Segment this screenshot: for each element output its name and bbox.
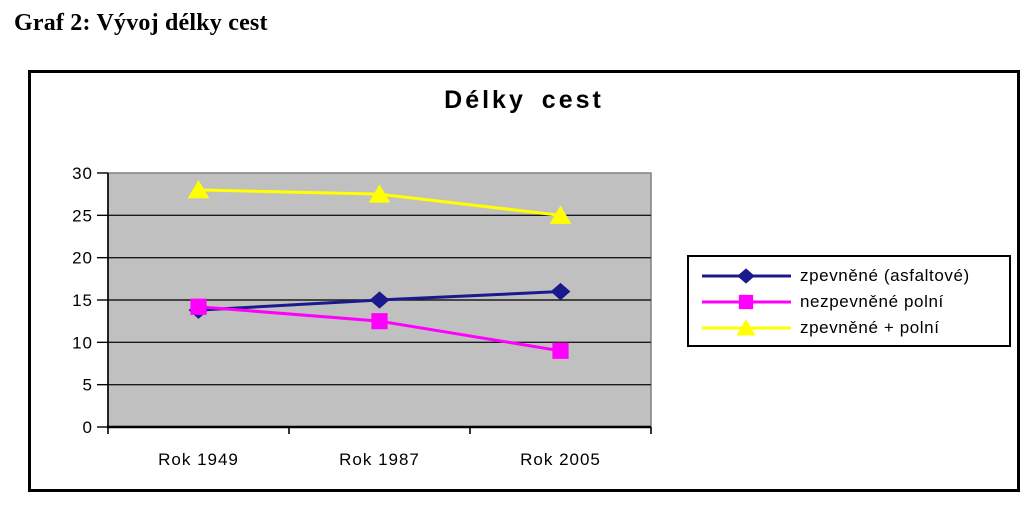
x-category-label: Rok 2005 bbox=[520, 450, 601, 469]
y-tick-label: 0 bbox=[83, 418, 93, 437]
chart-frame: Délky cest 0 5 10 15 20 25 30 Rok 1949 Rok 1987 R… bbox=[28, 70, 1020, 492]
y-tick-label: 20 bbox=[72, 249, 93, 268]
legend-item: nezpevněné polní bbox=[701, 289, 1009, 315]
data-point-marker-triangle bbox=[187, 180, 210, 199]
x-category-label: Rok 1949 bbox=[158, 450, 239, 469]
x-category-label: Rok 1987 bbox=[339, 450, 420, 469]
data-point-marker-square bbox=[371, 313, 388, 330]
data-point-marker-triangle bbox=[549, 205, 572, 224]
chart-legend: zpevněné (asfaltové) nezpevněné polní zp… bbox=[687, 255, 1011, 347]
data-point-marker-diamond bbox=[550, 282, 571, 301]
data-point-marker-square bbox=[552, 342, 569, 359]
y-tick-label: 10 bbox=[72, 333, 93, 352]
legend-marker-shape bbox=[737, 268, 755, 284]
line-chart-plot: 0 5 10 15 20 25 30 Rok 1949 Rok 1987 Rok 2005 bbox=[72, 164, 652, 469]
y-tick-label: 25 bbox=[72, 206, 93, 225]
legend-label: nezpevněné polní bbox=[800, 292, 944, 311]
y-tick-label: 5 bbox=[83, 376, 93, 395]
y-tick-label: 15 bbox=[72, 291, 93, 310]
y-tick-label: 30 bbox=[72, 164, 93, 183]
legend-marker-square bbox=[702, 294, 791, 310]
chart-title: Délky cest bbox=[444, 86, 604, 114]
data-point-marker-square bbox=[190, 298, 207, 315]
legend-label: zpevněné (asfaltové) bbox=[800, 266, 970, 285]
legend-item: zpevněné + polní bbox=[701, 315, 1009, 341]
data-point-marker-diamond bbox=[369, 291, 390, 309]
legend-label: zpevněné + polní bbox=[800, 318, 940, 337]
legend-marker-shape bbox=[738, 294, 754, 310]
data-point-marker-triangle bbox=[368, 184, 391, 203]
legend-marker-triangle bbox=[702, 319, 791, 336]
legend-item: zpevněné (asfaltové) bbox=[701, 263, 1009, 289]
page-title: Graf 2: Vývoj délky cest bbox=[14, 10, 268, 36]
legend-marker-shape bbox=[736, 319, 756, 336]
legend-marker-diamond bbox=[702, 268, 791, 284]
